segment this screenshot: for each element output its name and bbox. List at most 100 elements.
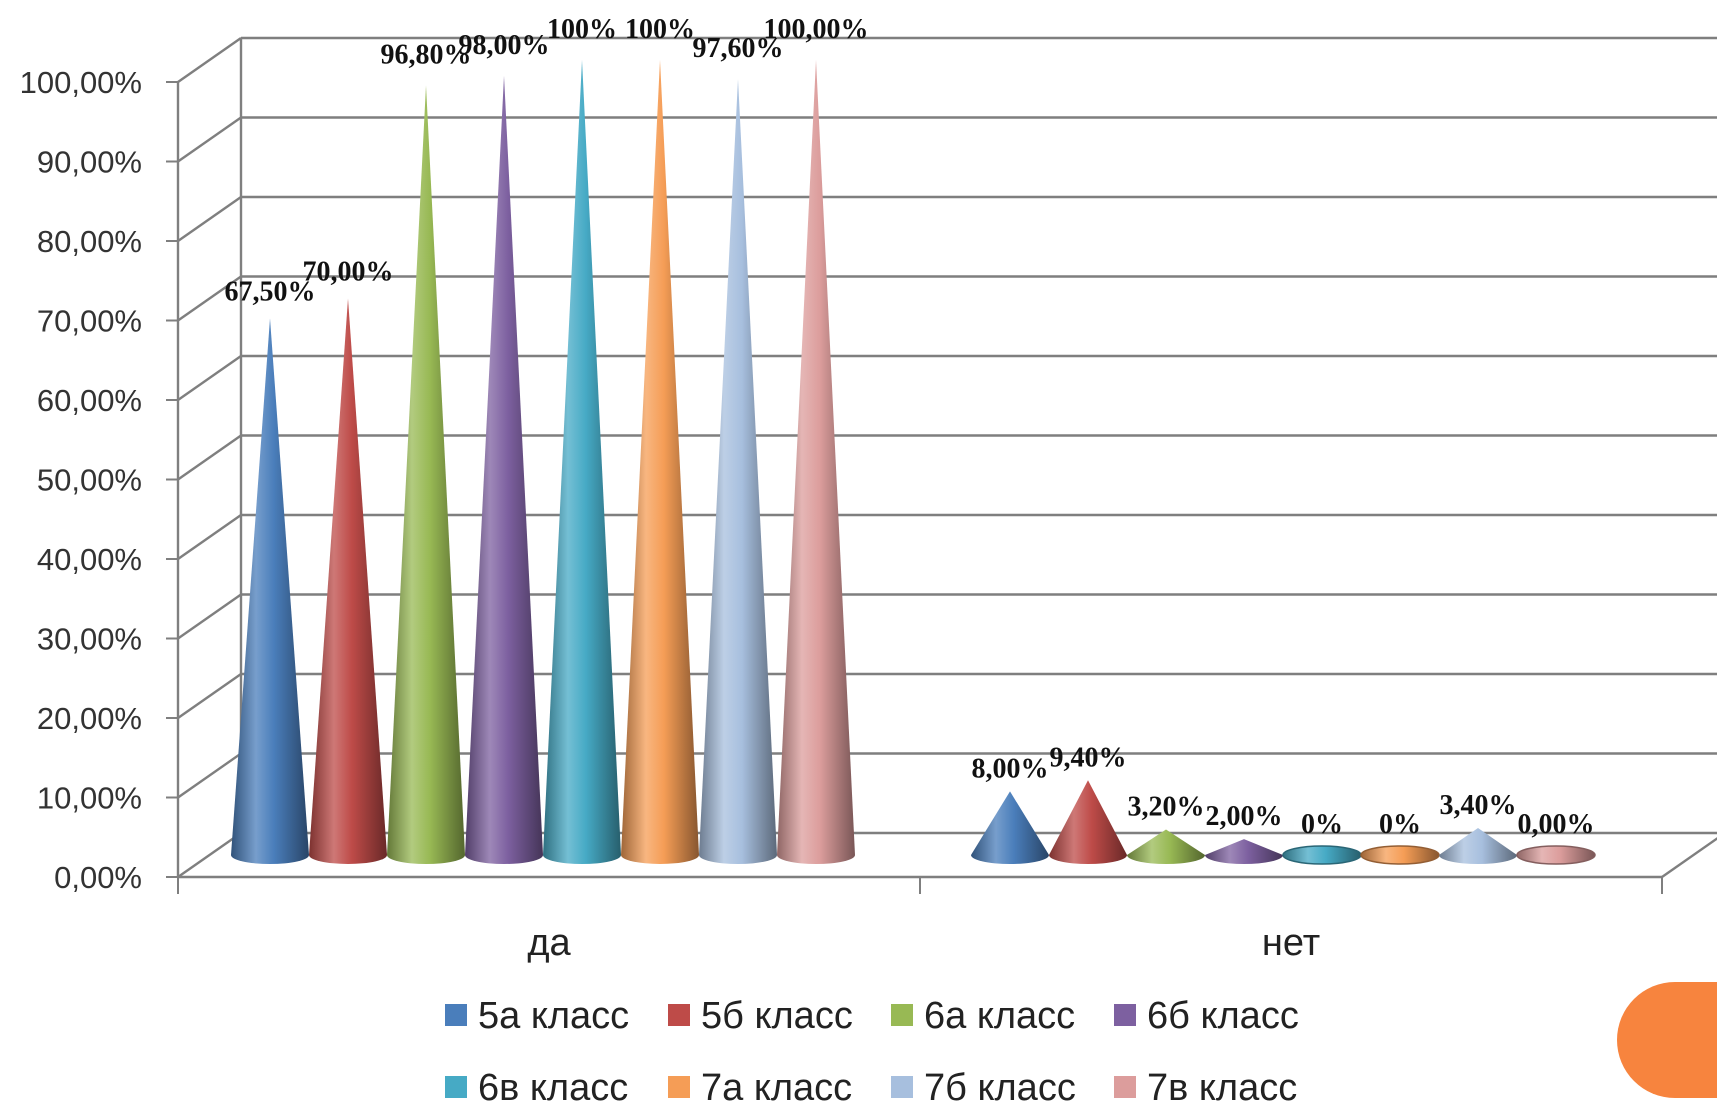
y-tick-label: 80,00% [37, 224, 142, 259]
legend-label: 7в класс [1147, 1067, 1297, 1109]
y-tick-label: 0,00% [54, 860, 142, 895]
legend-label: 6б класс [1147, 995, 1299, 1037]
data-label: 100,00% [764, 14, 869, 45]
legend-label: 5б класс [701, 995, 853, 1037]
cone-mark [309, 298, 387, 864]
cone-mark [1205, 839, 1283, 864]
legend-item: 7б класс [891, 1067, 1076, 1109]
legend-item: 5б класс [668, 995, 853, 1037]
cone-mark [1439, 827, 1517, 864]
cone-body [1049, 780, 1127, 864]
y-tick-label: 20,00% [37, 701, 142, 736]
cone-body [699, 79, 777, 864]
data-label: 97,60% [693, 33, 784, 64]
y-tick-label: 50,00% [37, 463, 142, 498]
gridline-side [177, 832, 242, 878]
cone-body [971, 791, 1049, 864]
cone-mark [1282, 845, 1362, 865]
cone-body [777, 60, 855, 864]
cone-mark [1516, 845, 1596, 865]
cone-base [1360, 845, 1440, 865]
data-label: 0% [1379, 809, 1421, 840]
gridline-side [177, 514, 242, 560]
cone-mark [777, 60, 855, 864]
gridline-side [177, 434, 242, 481]
cone-mark [1127, 829, 1205, 864]
cone-series [231, 60, 1596, 865]
gridline-side [177, 37, 242, 83]
legend-item: 5а класс [445, 995, 629, 1037]
gridline-side [177, 116, 242, 163]
cone-body [231, 318, 309, 864]
cone-body [387, 85, 465, 864]
cone-mark [699, 79, 777, 864]
cone-body [621, 60, 699, 864]
cone-body [465, 75, 543, 864]
floor-right-edge [1661, 837, 1717, 878]
gridline-side [177, 355, 242, 401]
gridline-side [177, 196, 242, 242]
legend-swatch [668, 1004, 690, 1026]
cone-body [1127, 829, 1205, 864]
cone-mark [231, 318, 309, 864]
gridline-side [177, 275, 242, 322]
cone-mark [465, 75, 543, 864]
legend-swatch [445, 1076, 467, 1098]
cone-body [543, 60, 621, 864]
legend-item: 6б класс [1114, 995, 1299, 1037]
legend-label: 6в класс [478, 1067, 628, 1109]
data-label: 98,00% [459, 30, 550, 61]
cone-body [1205, 839, 1283, 864]
data-label: 100% [625, 14, 695, 45]
legend-label: 6а класс [924, 995, 1075, 1037]
legend-item: 6в класс [445, 1067, 628, 1109]
legend: 5а класс 5б класс 6а класс 6б класс 6в класс… [445, 995, 1299, 1109]
legend-swatch [1114, 1004, 1136, 1026]
gridline-side [177, 752, 242, 799]
cone-mark [543, 60, 621, 864]
gridline-side [177, 593, 242, 640]
legend-item: 7а класс [668, 1067, 852, 1109]
data-label: 70,00% [303, 257, 394, 288]
y-tick-label: 90,00% [37, 145, 142, 180]
legend-swatch [891, 1076, 913, 1098]
data-label: 3,20% [1128, 792, 1205, 823]
legend-label: 5а класс [478, 995, 629, 1037]
cone-mark [621, 60, 699, 864]
axes [166, 81, 1663, 894]
legend-swatch [668, 1076, 690, 1098]
legend-swatch [1114, 1076, 1136, 1098]
data-label: 9,40% [1050, 742, 1127, 773]
data-label: 67,50% [225, 276, 316, 307]
y-tick-label: 100,00% [20, 65, 142, 100]
cone-body [309, 298, 387, 864]
y-tick-label: 60,00% [37, 383, 142, 418]
y-tick-label: 30,00% [37, 622, 142, 657]
legend-swatch [445, 1004, 467, 1026]
x-category-label: да [527, 922, 571, 964]
cone-mark [971, 791, 1049, 864]
cone-mark [1049, 780, 1127, 864]
data-label: 100% [547, 14, 617, 45]
data-labels: 67,50% 8,00% 70,00% 9,40% 96,80% 3,20% 98,00% 2… [225, 14, 1595, 840]
decorative-orange-circle [1617, 982, 1717, 1098]
data-label: 3,40% [1440, 790, 1517, 821]
legend-label: 7а класс [701, 1067, 852, 1109]
gridline-side [177, 673, 242, 719]
cone-base [1282, 845, 1362, 865]
data-label: 96,80% [381, 39, 472, 70]
legend-item: 6а класс [891, 995, 1075, 1037]
legend-label: 7б класс [924, 1067, 1076, 1109]
data-label: 8,00% [972, 753, 1049, 784]
cone-base [1516, 845, 1596, 865]
x-category-label: нет [1262, 922, 1320, 964]
data-label: 0,00% [1518, 809, 1595, 840]
data-label: 2,00% [1206, 801, 1283, 832]
cone-mark [387, 85, 465, 864]
data-label: 0% [1301, 809, 1343, 840]
y-tick-label: 70,00% [37, 304, 142, 339]
y-axis-tick-labels: 0,00% 10,00% 20,00% 30,00% 40,00% 50,00% 60,00… [20, 65, 142, 895]
y-tick-label: 40,00% [37, 542, 142, 577]
cone-mark [1360, 845, 1440, 865]
